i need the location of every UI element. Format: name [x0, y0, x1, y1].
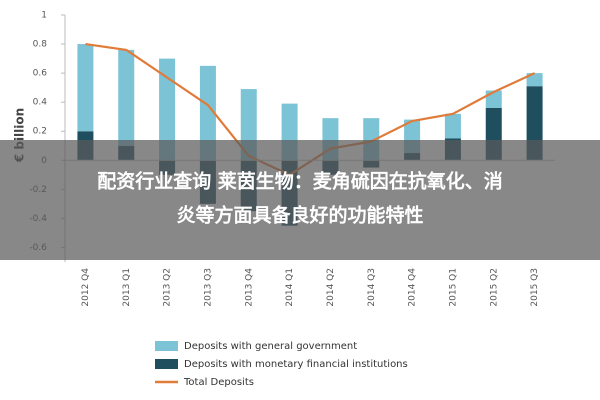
bar — [118, 49, 135, 146]
y-tick-label: 0.2 — [33, 127, 47, 137]
bar — [159, 58, 176, 161]
bar — [199, 65, 216, 161]
overlay-text: 炎等方面具备良好的功能特性 — [176, 204, 423, 227]
bar — [444, 113, 461, 139]
bar — [526, 73, 543, 87]
legend-label: Deposits with monetary financial institu… — [184, 359, 408, 370]
legend-label: Total Deposits — [183, 377, 254, 388]
y-tick-label: 0.6 — [33, 69, 48, 79]
overlay-banner — [0, 140, 600, 260]
x-tick-label: 2012 Q4 — [81, 268, 91, 307]
x-tick-label: 2013 Q2 — [163, 268, 173, 307]
overlay-text: 配资行业查询 莱茵生物：麦角硫因在抗氧化、消 — [97, 170, 503, 193]
legend-label: Deposits with general government — [184, 341, 357, 352]
legend: Deposits with general government Deposits… — [155, 341, 408, 388]
x-tick-label: 2015 Q2 — [489, 268, 499, 307]
y-tick-label: 1 — [41, 11, 47, 21]
x-tick-label: 2013 Q1 — [122, 268, 132, 307]
x-tick-label: 2013 Q4 — [244, 268, 254, 307]
legend-swatch — [155, 341, 178, 351]
x-tick-label: 2015 Q1 — [448, 268, 458, 307]
x-tick-label: 2014 Q2 — [326, 268, 336, 307]
x-tick-label: 2015 Q3 — [530, 268, 540, 307]
x-tick-label: 2014 Q1 — [285, 268, 295, 307]
x-tick-label: 2013 Q3 — [203, 268, 213, 307]
bar — [77, 44, 94, 132]
legend-swatch — [155, 359, 178, 369]
y-tick-label: 0.4 — [33, 98, 48, 108]
x-tick-label: 2014 Q3 — [367, 268, 377, 307]
x-tick-label: 2014 Q4 — [408, 268, 418, 307]
y-tick-label: 0.8 — [33, 40, 48, 50]
